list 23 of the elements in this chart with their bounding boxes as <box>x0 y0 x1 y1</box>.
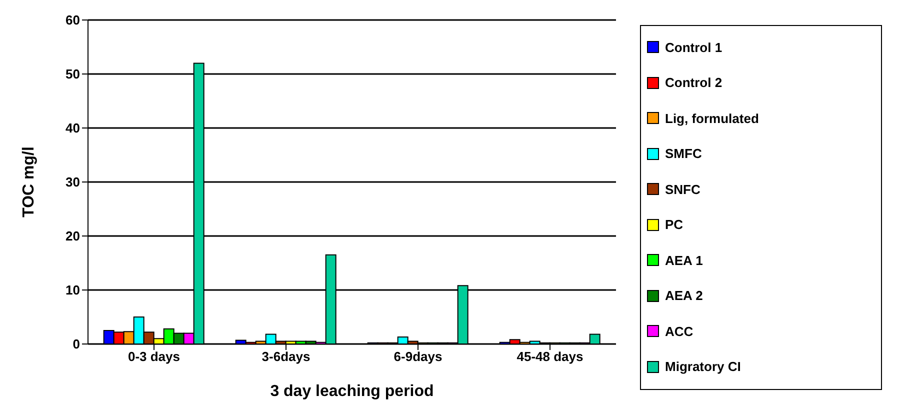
x-axis-title: 3 day leaching period <box>270 383 434 400</box>
y-tick-label: 60 <box>66 12 80 28</box>
y-tick-label: 10 <box>66 282 80 298</box>
y-tick-label: 30 <box>66 174 80 190</box>
legend-label: Control 2 <box>665 75 722 90</box>
legend-label: SNFC <box>665 182 700 197</box>
legend-label: AEA 1 <box>665 252 703 268</box>
y-tick-label: 20 <box>66 228 80 244</box>
x-tick-label: 0-3 days <box>128 349 180 364</box>
legend-label: PC <box>665 217 684 232</box>
legend-label: AEA 2 <box>665 288 703 304</box>
y-tick-label: 0 <box>72 336 80 352</box>
legend-label: ACC <box>665 324 694 339</box>
x-tick-label: 3-6days <box>262 349 310 364</box>
y-tick-label: 50 <box>66 66 80 82</box>
legend-label: Control 1 <box>665 40 722 55</box>
y-axis-title: TOC mg/l <box>20 146 38 218</box>
x-tick-label: 6-9days <box>394 349 442 364</box>
legend-label: Migratory CI <box>665 359 741 374</box>
y-tick-label: 40 <box>66 120 80 136</box>
legend-label: Lig, formulated <box>665 110 759 126</box>
legend-label: SMFC <box>665 146 702 162</box>
x-tick-label: 45-48 days <box>516 349 584 364</box>
